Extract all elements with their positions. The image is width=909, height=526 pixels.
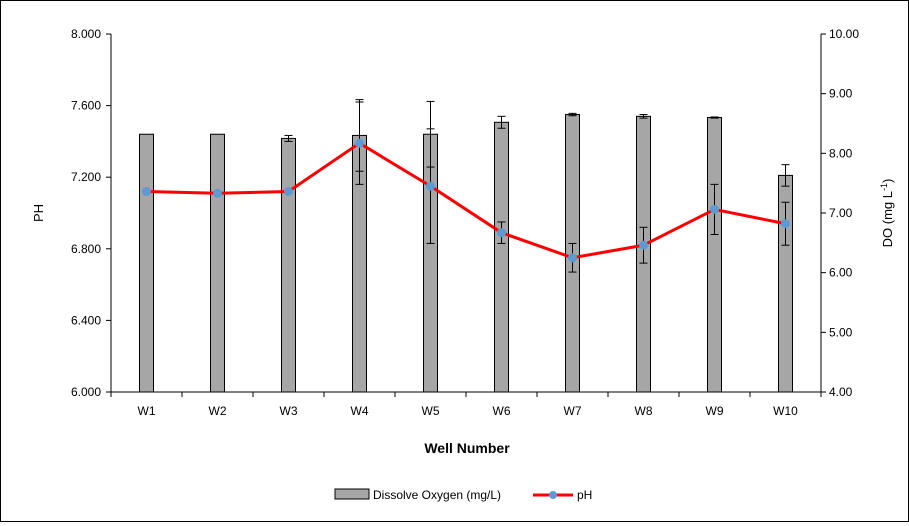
do-bar [210,133,225,393]
ph-point [710,204,719,214]
ph-point [355,138,364,148]
legend-label-ph: pH [577,488,592,502]
ph-point [497,228,506,238]
plot-layer [139,99,793,393]
legend-label-do: Dissolve Oxygen (mg/L) [373,488,501,502]
right-axis: 4.00 5.00 6.00 7.00 8.00 9.00 10.00 [820,27,859,399]
x-axis-tick-label: W9 [706,404,724,418]
right-axis-tick-label: 10.00 [829,27,859,41]
ph-point [213,188,222,198]
x-axis-tick-label: W7 [564,404,582,418]
do-bar [139,133,154,393]
y-axis-right-title-prefix: DO (mg L [880,191,895,247]
ph-point [568,253,577,263]
x-axis-tick-label: W2 [209,404,227,418]
legend-marker-ph [549,491,557,499]
left-axis-tick-label: 6.800 [71,242,101,256]
x-axis-tick-label: W6 [493,404,511,418]
left-axis-tick-label: 7.600 [71,99,101,113]
ph-point [639,240,648,250]
x-axis-tick-label: W3 [280,404,298,418]
right-axis-tick-label: 4.00 [829,385,853,399]
x-axis: W1 W2 W3 W4 W5 W6 W7 W8 W9 W10 [110,391,822,418]
left-axis: 6.000 6.400 6.800 7.200 7.600 8.000 [71,27,112,399]
right-axis-tick-label: 9.00 [829,87,853,101]
y-axis-left-title: PH [31,204,46,222]
left-axis-tick-label: 7.200 [71,170,101,184]
y-axis-right-title: DO (mg L-1) [879,179,895,248]
y-axis-right-title-sup: -1 [879,183,889,191]
ph-point [781,219,790,229]
do-bar [707,117,722,393]
x-axis-tick-label: W8 [635,404,653,418]
x-axis-tick-label: W5 [422,404,440,418]
legend: Dissolve Oxygen (mg/L) pH [334,488,592,502]
right-axis-tick-label: 6.00 [829,266,853,280]
x-axis-tick-label: W10 [773,404,798,418]
x-axis-tick-label: W1 [138,404,156,418]
right-axis-tick-label: 7.00 [829,206,853,220]
ph-point [284,187,293,197]
right-axis-tick-label: 8.00 [829,146,853,160]
left-axis-tick-label: 6.000 [71,385,101,399]
do-bar [494,121,509,393]
ph-line [146,141,786,260]
legend-swatch-do [334,488,370,500]
ph-point [142,187,151,197]
y-axis-right-title-suffix: ) [880,179,895,183]
right-axis-tick-label: 5.00 [829,325,853,339]
x-axis-title: Well Number [424,440,510,456]
x-axis-tick-label: W4 [351,404,369,418]
left-axis-tick-label: 8.000 [71,27,101,41]
do-bar [281,137,296,393]
left-axis-tick-label: 6.400 [71,313,101,327]
ph-point [426,181,435,191]
